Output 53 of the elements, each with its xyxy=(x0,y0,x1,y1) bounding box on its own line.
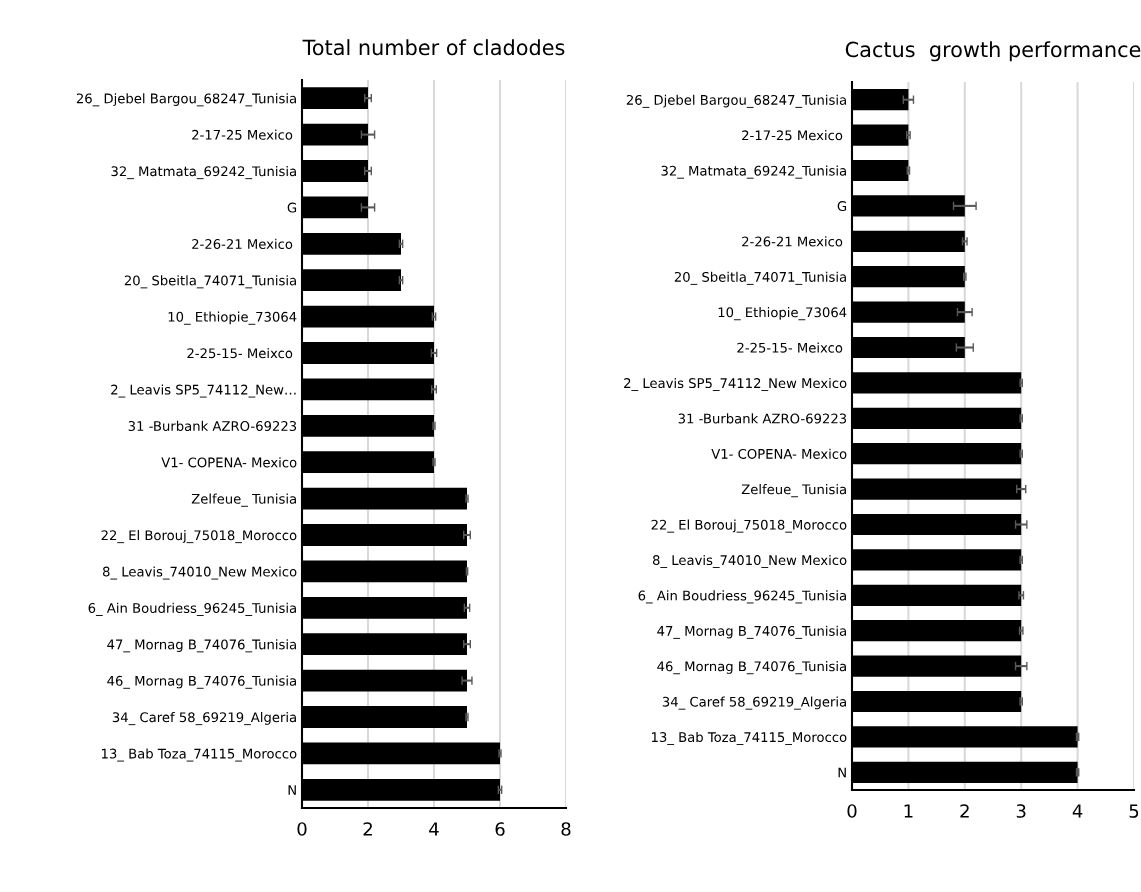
y-tick-label: 2-26-21 Mexico xyxy=(192,238,293,249)
y-tick-label: 10_ Ethiopie_73064 xyxy=(718,307,847,321)
y-tick-label: 31 -Burbank AZRO-69223 xyxy=(678,413,847,424)
y-tick-label: 31 -Burbank AZRO-69223 xyxy=(128,420,297,431)
x-tick-label: 1 xyxy=(904,804,913,818)
x-tick-label: 3 xyxy=(1016,804,1026,818)
y-tick-label: 20_ Sbeitla_74071_Tunisia xyxy=(124,275,296,289)
y-tick-label: 32_ Matmata_69242_Tunisia xyxy=(661,165,846,179)
y-tick-label: N xyxy=(838,767,846,778)
x-tick-label: 4 xyxy=(429,822,439,836)
y-tick-label: 6_ Ain Boudriess_96245_Tunisia xyxy=(88,602,296,616)
y-tick-label: 13_ Bab Toza_74115_Morocco xyxy=(101,748,297,762)
x-tick-label: 2 xyxy=(363,822,372,836)
x-tick-label: 0 xyxy=(847,804,857,818)
y-tick-label: V1- COPENA- Mexico xyxy=(161,457,297,468)
y-tick-label: 22_ El Borouj_75018_Morocco xyxy=(651,519,847,533)
y-tick-label: 46_ Mornag B_74076_Tunisia xyxy=(107,675,296,689)
y-tick-label: 2-25-15- Meixco xyxy=(737,342,843,353)
chart-title: Total number of cladodes xyxy=(302,39,565,56)
y-tick-label: 8_ Leavis_74010_New Mexico xyxy=(652,554,847,569)
x-tick-label: 4 xyxy=(1072,804,1083,818)
y-tick-label: 22_ El Borouj_75018_Morocco xyxy=(101,529,297,544)
y-tick-label: 2-17-25 Mexico xyxy=(742,130,843,141)
y-tick-label: N xyxy=(288,785,296,795)
x-tick-label: 8 xyxy=(561,822,571,836)
y-tick-label: 26_ Djebel Bargou_68247_Tunisia xyxy=(76,93,296,107)
y-tick-label: 2_ Leavis SP5_74112_New… xyxy=(111,384,296,398)
y-tick-label: 47_ Mornag B_74076_Tunisia xyxy=(107,639,296,653)
y-tick-label: 8_ Leavis_74010_New Mexico xyxy=(102,566,297,580)
chart-title: Cactus growth performance xyxy=(845,41,1141,62)
y-tick-label: 47_ Mornag B_74076_Tunisia xyxy=(657,625,846,639)
x-tick-label: 6 xyxy=(495,822,505,836)
y-tick-label: 2-17-25 Mexico xyxy=(192,129,293,140)
y-tick-label: Zelfeue_ Tunisia xyxy=(191,493,296,507)
x-tick-label: 2 xyxy=(960,804,969,818)
y-tick-label: 2-25-15- Meixco xyxy=(187,347,293,359)
y-tick-label: G xyxy=(837,201,847,212)
y-tick-label: G xyxy=(287,202,297,213)
y-tick-label: 26_ Djebel Bargou_68247_Tunisia xyxy=(626,94,846,108)
x-tick-label: 0 xyxy=(297,822,307,836)
y-tick-label: 20_ Sbeitla_74071_Tunisia xyxy=(674,271,846,285)
y-tick-label: 2_ Leavis SP5_74112_New Mexico xyxy=(624,377,847,392)
x-tick-label: 5 xyxy=(1129,804,1139,818)
y-tick-label: 10_ Ethiopie_73064 xyxy=(168,311,297,325)
y-tick-label: 13_ Bab Toza_74115_Morocco xyxy=(651,731,847,746)
y-tick-label: 34_ Caref 58_69219_Algeria xyxy=(662,696,846,710)
y-tick-label: V1- COPENA- Mexico xyxy=(711,448,847,459)
y-tick-label: Zelfeue_ Tunisia xyxy=(741,484,846,498)
y-tick-label: 6_ Ain Boudriess_96245_Tunisia xyxy=(638,590,846,604)
y-tick-label: 2-26-21 Mexico xyxy=(742,236,843,247)
y-tick-label: 34_ Caref 58_69219_Algeria xyxy=(112,711,296,726)
y-tick-label: 32_ Matmata_69242_Tunisia xyxy=(111,165,296,180)
y-tick-label: 46_ Mornag B_74076_Tunisia xyxy=(657,661,846,675)
